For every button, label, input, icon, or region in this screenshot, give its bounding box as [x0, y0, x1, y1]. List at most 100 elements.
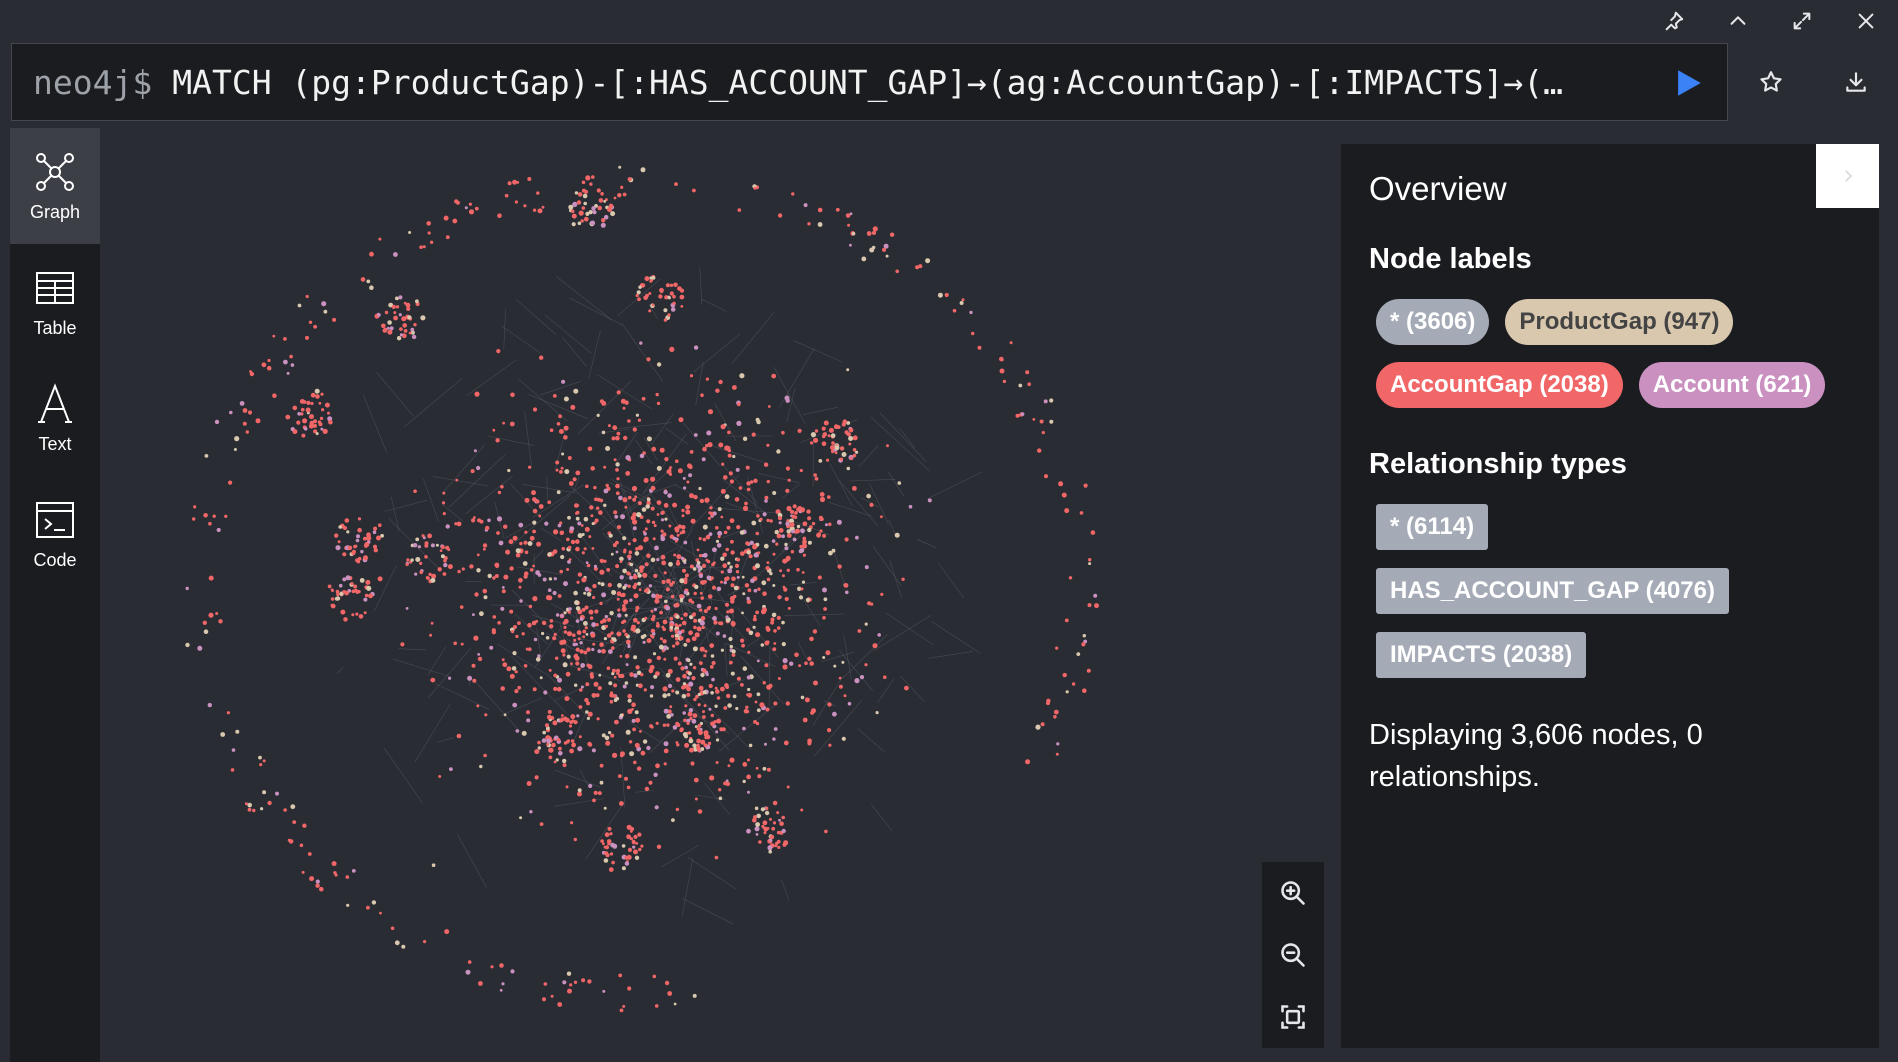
graph-node: [889, 232, 895, 237]
graph-node: [781, 430, 785, 435]
graph-node: [680, 599, 683, 603]
query-editor[interactable]: neo4j$ MATCH (pg:ProductGap)-[:HAS_ACCOU…: [11, 43, 1728, 121]
graph-node: [485, 525, 490, 531]
graph-node: [445, 524, 450, 529]
pin-button[interactable]: [1642, 0, 1706, 42]
graph-node: [430, 543, 435, 548]
graph-node: [547, 709, 552, 714]
graph-node: [565, 671, 571, 677]
query-text[interactable]: MATCH (pg:ProductGap)-[:HAS_ACCOUNT_GAP]…: [172, 62, 1563, 102]
graph-node: [834, 445, 840, 451]
graph-node: [674, 602, 680, 608]
graph-node: [474, 391, 480, 397]
collapse-overview-button[interactable]: [1816, 144, 1879, 208]
graph-node: [781, 534, 785, 539]
graph-node: [718, 379, 723, 385]
download-button[interactable]: [1826, 52, 1886, 112]
graph-visualization[interactable]: [100, 128, 1160, 1062]
close-button[interactable]: [1834, 0, 1898, 42]
graph-node: [376, 535, 381, 541]
graph-node: [568, 481, 574, 486]
graph-node: [737, 402, 741, 407]
collapse-up-button[interactable]: [1706, 0, 1770, 42]
graph-node: [613, 675, 617, 679]
graph-node: [718, 621, 722, 625]
graph-node: [548, 577, 553, 581]
graph-node: [824, 523, 828, 527]
graph-edge: [650, 591, 699, 607]
zoom-in-button[interactable]: [1262, 862, 1324, 924]
graph-node: [538, 504, 544, 509]
graph-node: [467, 675, 473, 681]
graph-node: [733, 594, 737, 599]
graph-node: [1068, 576, 1073, 580]
graph-node: [634, 855, 640, 860]
relationship-type-has-account-gap[interactable]: HAS_ACCOUNT_GAP (4076): [1376, 568, 1729, 614]
graph-node: [332, 317, 337, 322]
graph-node: [755, 833, 759, 836]
zoom-out-button[interactable]: [1262, 924, 1324, 986]
sidebar-item-graph[interactable]: Graph: [10, 128, 100, 244]
graph-canvas[interactable]: [100, 128, 1340, 1062]
graph-node: [736, 557, 741, 562]
graph-node: [363, 536, 367, 541]
graph-node: [586, 563, 591, 568]
graph-node: [589, 505, 594, 510]
graph-node: [391, 304, 396, 309]
graph-node: [297, 412, 301, 416]
graph-node: [1049, 398, 1054, 403]
graph-node: [828, 427, 834, 433]
graph-node: [768, 849, 772, 854]
graph-node: [292, 429, 298, 435]
graph-node: [804, 697, 810, 703]
graph-node: [358, 614, 364, 619]
node-label-productgap[interactable]: ProductGap (947): [1505, 299, 1734, 345]
graph-node: [627, 643, 631, 647]
graph-node: [636, 290, 641, 295]
graph-node: [762, 766, 767, 771]
sidebar-item-code[interactable]: Code: [10, 476, 100, 592]
sidebar-item-label: Table: [33, 317, 77, 338]
graph-node: [741, 611, 744, 615]
graph-node: [541, 631, 545, 636]
fullscreen-button[interactable]: [1770, 0, 1834, 42]
graph-edge: [728, 607, 735, 666]
favorite-button[interactable]: [1741, 52, 1801, 112]
graph-node: [615, 435, 620, 441]
graph-node: [753, 614, 757, 618]
graph-node: [649, 276, 653, 280]
graph-node: [431, 863, 436, 867]
graph-node: [663, 762, 667, 766]
graph-node: [521, 632, 525, 636]
graph-node: [292, 405, 298, 411]
node-label-account[interactable]: Account (621): [1638, 362, 1826, 408]
graph-node: [500, 484, 504, 489]
graph-node: [655, 721, 659, 725]
graph-node: [1087, 603, 1092, 608]
sidebar-item-table[interactable]: Table: [10, 244, 100, 360]
graph-node: [742, 666, 748, 671]
graph-node: [830, 433, 836, 438]
graph-node: [807, 222, 811, 226]
graph-node: [746, 627, 751, 632]
relationship-type-impacts[interactable]: IMPACTS (2038): [1376, 632, 1587, 678]
fit-to-screen-button[interactable]: [1262, 986, 1324, 1048]
graph-node: [429, 240, 434, 244]
graph-edge: [549, 676, 587, 716]
node-label-all[interactable]: * (3606): [1376, 299, 1490, 345]
graph-node: [601, 218, 606, 223]
graph-node: [514, 689, 519, 694]
graph-node: [651, 593, 656, 599]
graph-node: [593, 485, 597, 490]
relationship-type-all[interactable]: * (6114): [1376, 504, 1489, 550]
graph-edge: [596, 374, 652, 410]
graph-node: [722, 552, 727, 558]
graph-node: [604, 614, 608, 619]
graph-node: [698, 486, 702, 491]
graph-node: [765, 566, 770, 571]
graph-edge: [692, 690, 752, 751]
graph-node: [693, 625, 697, 630]
run-button[interactable]: [1671, 66, 1705, 100]
sidebar-item-text[interactable]: Text: [10, 360, 100, 476]
node-label-accountgap[interactable]: AccountGap (2038): [1376, 362, 1623, 408]
